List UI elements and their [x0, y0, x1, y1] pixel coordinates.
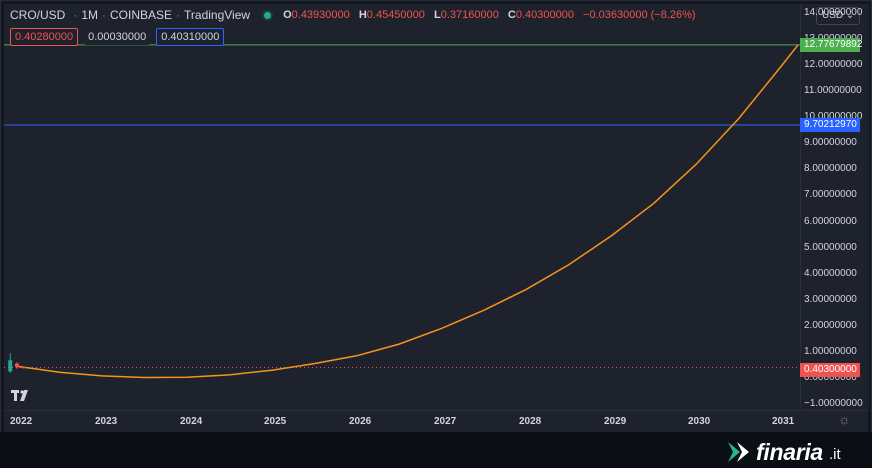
price-scale-label: 9.00000000 [804, 137, 857, 149]
projection-curve [16, 44, 799, 379]
last-price-tag: 0.40300000 [800, 363, 860, 377]
buy-price-button[interactable]: 0.40310000 [156, 28, 225, 46]
brand-tld: .it [828, 446, 841, 463]
price-scale-label: 4.00000000 [804, 267, 857, 279]
price-scale-label: 7.00000000 [804, 189, 857, 201]
separator: · [102, 8, 107, 22]
tradingview-logo-icon [11, 390, 28, 401]
finaria-brand: finaria .it [728, 438, 841, 466]
price-scale-label: 0.00000000 [804, 371, 857, 383]
time-scale-label: 2028 [519, 416, 542, 427]
price-scale-label: 6.00000000 [804, 215, 857, 227]
time-scale-label: 2026 [349, 416, 372, 427]
separator: · [73, 8, 78, 22]
spread-value: 0.00030000 [84, 29, 151, 45]
time-scale-label: 2023 [95, 416, 118, 427]
time-scale-label: 2030 [688, 416, 711, 427]
candle-body [21, 366, 26, 369]
tradingview-logo[interactable] [11, 390, 29, 405]
price-scale-label: −1.00000000 [804, 398, 863, 410]
price-scale-label: 11.00000000 [804, 85, 862, 97]
symbol-name[interactable]: CRO/USD [10, 8, 66, 22]
time-scale-label: 2025 [264, 416, 287, 427]
visibility-eye-icon[interactable] [264, 11, 272, 19]
price-scale-label: 1.00000000 [804, 345, 857, 357]
time-scale-label: 2027 [434, 416, 457, 427]
time-scale[interactable] [4, 410, 868, 433]
symbol-legend[interactable]: CRO/USD · 1M · COINBASE · TradingView O0… [10, 8, 702, 22]
price-scale-label: 12.00000000 [804, 59, 863, 71]
price-scale-label: 3.00000000 [804, 293, 857, 305]
price-scale-label: 5.00000000 [804, 241, 857, 253]
blue-line-price-tag: 9.70212970 [800, 118, 860, 132]
exchange-label: COINBASE [110, 8, 173, 22]
time-scale-label: 2031 [772, 416, 795, 427]
ohlc-values: O0.43930000 H0.45450000 L0.37160000 C0.4… [283, 9, 696, 21]
time-scale-label: 2029 [604, 416, 627, 427]
gear-icon[interactable]: ☼ [838, 411, 851, 427]
separator: · [176, 8, 181, 22]
time-scale-label: 2024 [180, 416, 203, 427]
finaria-logo-icon [728, 442, 749, 462]
source-label: TradingView [184, 8, 251, 22]
price-scale[interactable] [800, 4, 869, 410]
candle-body [8, 360, 13, 372]
sell-price-button[interactable]: 0.40280000 [10, 28, 79, 46]
price-scale-label: 14.00000000 [804, 7, 863, 18]
order-badges: 0.40280000 0.00030000 0.40310000 [10, 28, 225, 46]
change-value: −0.03630000 (−8.26%) [583, 9, 696, 21]
interval-label[interactable]: 1M [81, 8, 99, 22]
footer-bar [0, 432, 872, 468]
price-scale-label: 2.00000000 [804, 319, 857, 331]
currency-button[interactable]: USD ⌄ [816, 7, 861, 25]
price-scale-label: 8.00000000 [804, 163, 857, 175]
time-scale-label: 2022 [10, 416, 33, 427]
price-scale-label: 10.00000000 [804, 111, 863, 123]
green-line-price-tag: 12.77679892 [800, 38, 862, 52]
candle-body [15, 363, 19, 368]
brand-name: finaria [756, 438, 823, 465]
